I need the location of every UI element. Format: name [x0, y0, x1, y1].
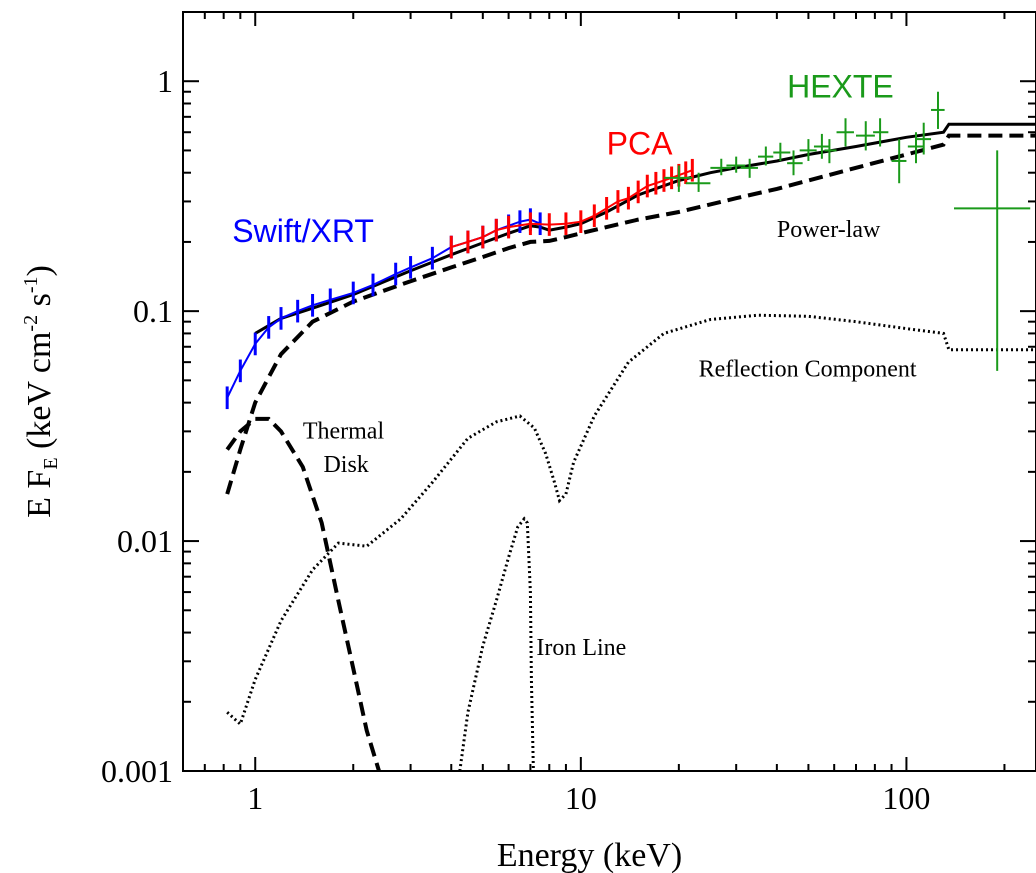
y-axis-title-end: ) — [21, 265, 58, 276]
y-axis-title-prefix: E F — [21, 470, 58, 518]
plot-border — [182, 11, 1036, 772]
y-tick-label: 0.1 — [133, 293, 173, 329]
y-tick-label: 1 — [157, 63, 173, 99]
x-tick-label: 10 — [565, 780, 597, 816]
ticks-layer: 1 10 100 0.001 0.01 0.1 1 — [101, 11, 1036, 816]
x-axis-title: Energy (keV) — [497, 837, 682, 873]
annotation-disk: Disk — [323, 452, 368, 478]
y-axis-title: E FE (keV cm-2 s-1) — [20, 265, 62, 518]
annotation-thermal: Thermal — [303, 418, 385, 444]
y-axis-title-mid1: (keV cm — [21, 332, 58, 458]
annotation-swift-xrt: Swift/XRT — [232, 213, 374, 249]
series-power-law — [225, 133, 1036, 495]
y-axis-title-sub: E — [40, 457, 62, 469]
axis-title-layer: Energy (keV) E FE (keV cm-2 s-1) — [20, 265, 682, 873]
annotation-layer: Swift/XRT PCA HEXTE Power-law Reflection Com… — [232, 68, 917, 660]
annotation-pca: PCA — [607, 126, 673, 162]
x-tick-label: 1 — [247, 780, 263, 816]
y-axis-title-sup2: -1 — [20, 276, 42, 293]
series-iron-line — [458, 516, 535, 772]
annotation-power-law: Power-law — [777, 217, 881, 243]
y-axis-title-mid2: s — [21, 293, 58, 315]
series-layer — [225, 91, 1036, 772]
series-thermal-disk — [225, 416, 381, 772]
y-axis-title-sup1: -2 — [20, 315, 42, 332]
y-tick-label: 0.001 — [101, 753, 173, 789]
annotation-iron-line: Iron Line — [536, 635, 626, 661]
annotation-hexte: HEXTE — [787, 68, 894, 104]
plot-frame — [182, 11, 1036, 772]
series-hexte-data — [663, 91, 1031, 371]
series-pca-data — [449, 158, 694, 259]
y-tick-label: 0.01 — [117, 523, 173, 559]
series-reflection — [226, 313, 1036, 727]
x-tick-label: 100 — [882, 780, 930, 816]
annotation-reflection: Reflection Component — [699, 356, 917, 382]
